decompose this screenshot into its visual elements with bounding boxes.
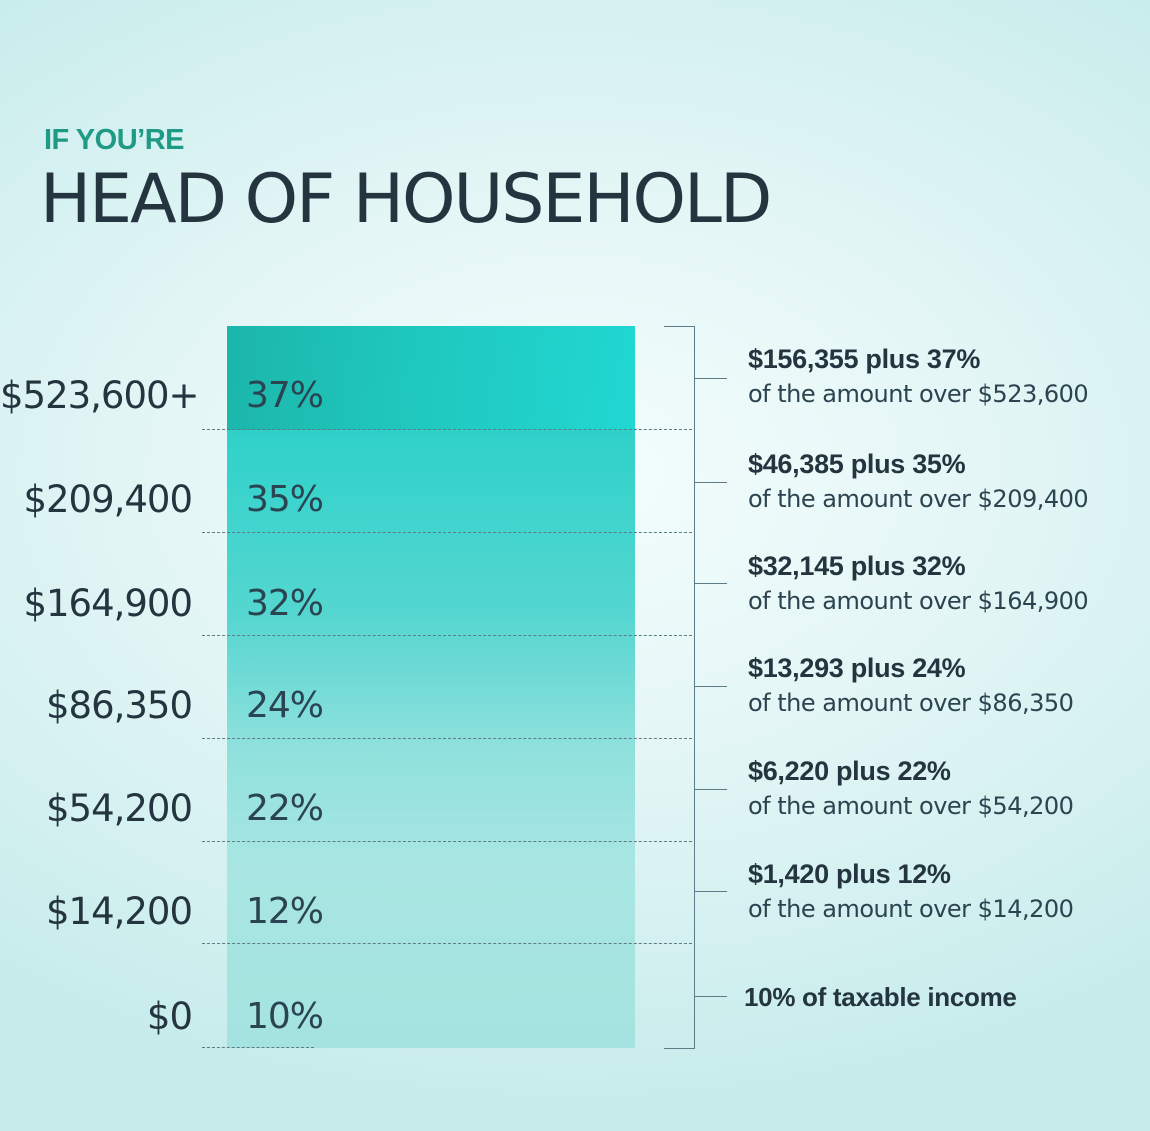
tax-note: $32,145 plus 32% of the amount over $164… bbox=[748, 548, 1089, 618]
divider-line bbox=[202, 738, 692, 739]
tax-note: $1,420 plus 12% of the amount over $14,2… bbox=[748, 856, 1074, 926]
tax-note-amount: $32,145 plus 32% bbox=[748, 551, 966, 581]
rate-label: 37% bbox=[246, 375, 324, 416]
connector-tick bbox=[695, 378, 727, 379]
threshold-label: $209,400 bbox=[23, 478, 193, 521]
connector-tick bbox=[695, 482, 727, 483]
tax-note-detail: of the amount over $164,900 bbox=[748, 587, 1089, 615]
tax-note: $156,355 plus 37% of the amount over $52… bbox=[748, 341, 1089, 411]
divider-line bbox=[202, 429, 692, 430]
connector-tick bbox=[695, 789, 727, 790]
threshold-label: $14,200 bbox=[45, 890, 193, 933]
connector-tick bbox=[695, 686, 727, 687]
connector-tick bbox=[695, 891, 727, 892]
tax-note-amount: $6,220 plus 22% bbox=[748, 756, 951, 786]
page-title: HEAD OF HOUSEHOLD bbox=[40, 160, 772, 239]
tax-note: $46,385 plus 35% of the amount over $209… bbox=[748, 446, 1089, 516]
eyebrow-label: IF YOU’RE bbox=[44, 124, 185, 156]
divider-line bbox=[202, 943, 692, 944]
tax-note-detail: of the amount over $523,600 bbox=[748, 380, 1089, 408]
connector-tick bbox=[695, 996, 727, 997]
tax-note-detail: of the amount over $86,350 bbox=[748, 689, 1074, 717]
tax-note-amount: $13,293 plus 24% bbox=[748, 653, 966, 683]
threshold-label: $54,200 bbox=[45, 787, 193, 830]
rate-label: 12% bbox=[246, 891, 324, 932]
rate-label: 35% bbox=[246, 479, 324, 520]
tax-note-amount: $156,355 plus 37% bbox=[748, 344, 981, 374]
tax-note-amount: $1,420 plus 12% bbox=[748, 859, 951, 889]
rate-label: 32% bbox=[246, 583, 324, 624]
tax-note: 10% of taxable income bbox=[744, 979, 1017, 1015]
bracket-column bbox=[227, 326, 635, 1048]
threshold-label: $0 bbox=[146, 995, 193, 1038]
bracket-connector bbox=[664, 326, 695, 1049]
divider-line bbox=[202, 841, 692, 842]
tax-note-detail: of the amount over $209,400 bbox=[748, 485, 1089, 513]
rate-label: 10% bbox=[246, 996, 324, 1037]
rate-label: 22% bbox=[246, 788, 324, 829]
connector-tick bbox=[695, 583, 727, 584]
tax-note: $13,293 plus 24% of the amount over $86,… bbox=[748, 650, 1074, 720]
divider-line bbox=[202, 635, 692, 636]
tax-note-detail: of the amount over $54,200 bbox=[748, 792, 1074, 820]
tax-note: $6,220 plus 22% of the amount over $54,2… bbox=[748, 753, 1074, 823]
rate-label: 24% bbox=[246, 685, 324, 726]
tax-note-amount: $46,385 plus 35% bbox=[748, 449, 966, 479]
tax-note-amount: 10% of taxable income bbox=[744, 982, 1017, 1012]
divider-line bbox=[202, 532, 692, 533]
threshold-label: $523,600+ bbox=[0, 374, 200, 417]
tax-note-detail: of the amount over $14,200 bbox=[748, 895, 1074, 923]
divider-line bbox=[202, 1047, 314, 1048]
threshold-label: $86,350 bbox=[45, 684, 193, 727]
threshold-label: $164,900 bbox=[23, 582, 193, 625]
